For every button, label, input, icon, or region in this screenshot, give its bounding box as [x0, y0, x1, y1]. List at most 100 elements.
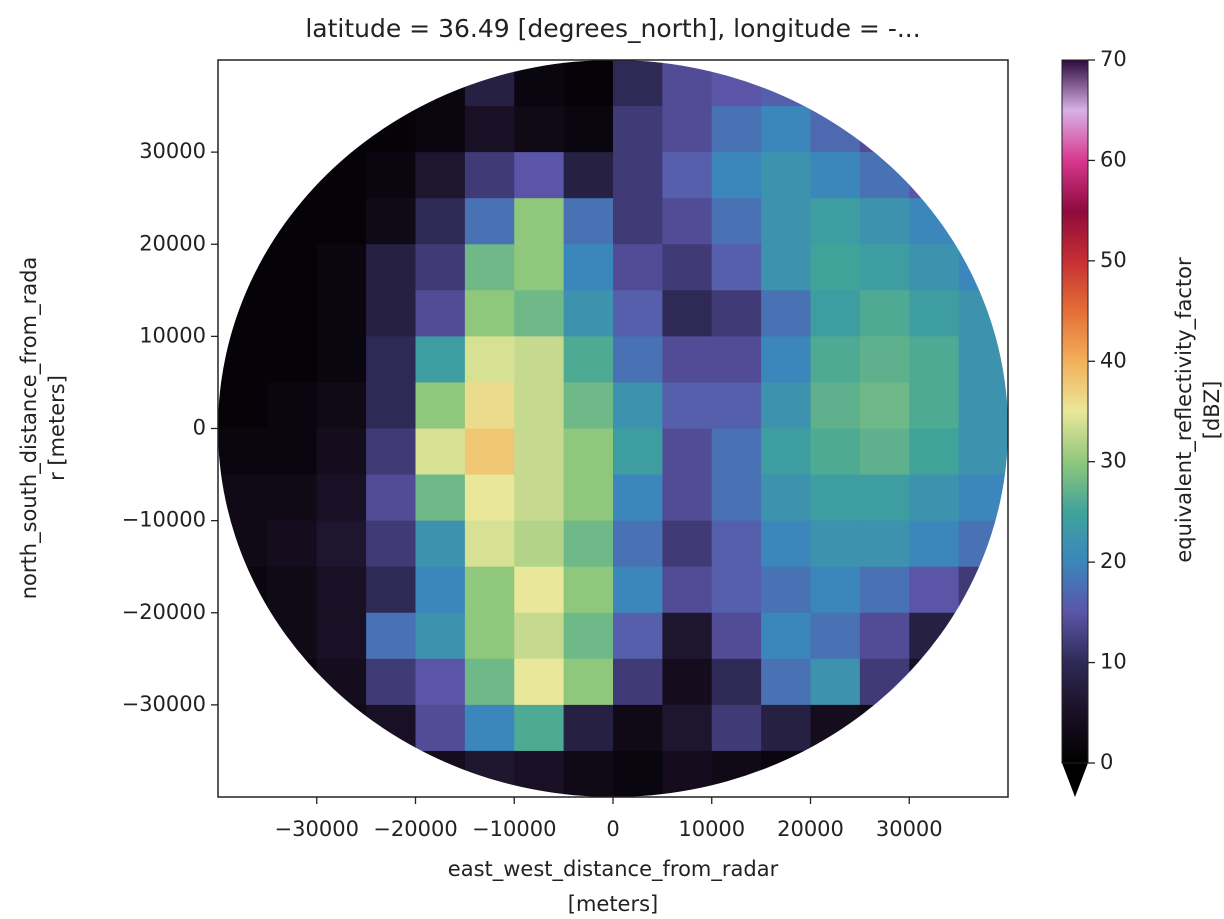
heatmap-cell	[662, 336, 712, 383]
heatmap-cell	[761, 521, 811, 568]
heatmap-cell	[860, 152, 910, 199]
heatmap-cell	[909, 429, 959, 476]
heatmap-cell	[514, 106, 564, 153]
heatmap-cell	[564, 152, 614, 199]
heatmap-cell	[811, 382, 861, 429]
heatmap-cell	[564, 60, 614, 107]
colorbar-tick-label: 20	[1100, 549, 1127, 573]
heatmap-cell	[267, 382, 317, 429]
heatmap-cell	[514, 429, 564, 476]
heatmap-cell	[465, 60, 515, 107]
colorbar-extend	[1062, 763, 1088, 797]
heatmap-cell	[465, 429, 515, 476]
heatmap-cell	[218, 382, 268, 429]
heatmap-cell	[564, 244, 614, 291]
heatmap-cell	[761, 613, 811, 660]
heatmap-cell	[909, 336, 959, 383]
x-tick-label: 0	[606, 817, 619, 841]
colorbar-label: equivalent_reflectivity_factor	[1172, 257, 1197, 563]
heatmap-cell	[416, 198, 466, 245]
heatmap-cell	[662, 198, 712, 245]
heatmap-cell	[564, 613, 614, 660]
heatmap-cell	[317, 429, 367, 476]
heatmap-cell	[218, 475, 268, 522]
heatmap-cell	[317, 659, 367, 706]
heatmap-cell	[959, 429, 1009, 476]
heatmap-cell	[267, 475, 317, 522]
heatmap-cell	[909, 659, 959, 706]
heatmap-cell	[662, 567, 712, 614]
heatmap-cell	[317, 613, 367, 660]
heatmap-cell	[712, 613, 762, 660]
heatmap-cell	[909, 198, 959, 245]
heatmap-cell	[662, 659, 712, 706]
heatmap-cell	[317, 290, 367, 337]
colorbar-tick-label: 50	[1100, 248, 1127, 272]
heatmap-cell	[317, 152, 367, 199]
heatmap-cell	[613, 751, 663, 798]
heatmap-cell	[909, 521, 959, 568]
heatmap-cell	[613, 659, 663, 706]
heatmap-cell	[514, 290, 564, 337]
colorbar-tick-label: 10	[1100, 650, 1127, 674]
x-tick-label: 10000	[678, 817, 745, 841]
heatmap-cell	[514, 198, 564, 245]
heatmap-cell	[267, 244, 317, 291]
heatmap-cell	[712, 751, 762, 798]
heatmap-cell	[860, 106, 910, 153]
colorbar-label: [dBZ]	[1200, 381, 1224, 440]
heatmap-cell	[712, 659, 762, 706]
heatmap-cell	[712, 475, 762, 522]
heatmap-cell	[317, 382, 367, 429]
heatmap-cell	[613, 106, 663, 153]
heatmap-cell	[811, 659, 861, 706]
heatmap-cell	[811, 429, 861, 476]
heatmap-cell	[959, 521, 1009, 568]
heatmap-cell	[218, 567, 268, 614]
heatmap-cell	[564, 475, 614, 522]
heatmap-cell	[267, 613, 317, 660]
heatmap-cell	[860, 613, 910, 660]
heatmap-cell	[662, 475, 712, 522]
heatmap-cell	[860, 244, 910, 291]
heatmap-cell	[712, 567, 762, 614]
heatmap-cell	[860, 336, 910, 383]
heatmap-cell	[959, 336, 1009, 383]
heatmap-cell	[366, 521, 416, 568]
heatmap-cell	[267, 198, 317, 245]
heatmap-cell	[366, 244, 416, 291]
heatmap-cell	[366, 705, 416, 752]
heatmap-cell	[712, 705, 762, 752]
heatmap-cell	[564, 659, 614, 706]
heatmap-cell	[662, 429, 712, 476]
chart: latitude = 36.49 [degrees_north], longit…	[0, 0, 1224, 919]
heatmap-cell	[366, 567, 416, 614]
heatmap-cell	[317, 244, 367, 291]
heatmap-cell	[860, 429, 910, 476]
heatmap-cell	[465, 336, 515, 383]
heatmap-cell	[514, 613, 564, 660]
chart-title: latitude = 36.49 [degrees_north], longit…	[305, 14, 920, 43]
heatmap-cell	[662, 152, 712, 199]
heatmap-cell	[416, 290, 466, 337]
heatmap-cell	[416, 152, 466, 199]
heatmap-cell	[416, 60, 466, 107]
heatmap-cell	[909, 290, 959, 337]
heatmap-cell	[416, 521, 466, 568]
heatmap-cell	[267, 567, 317, 614]
heatmap-cell	[712, 106, 762, 153]
heatmap-cell	[909, 567, 959, 614]
heatmap-cell	[662, 613, 712, 660]
heatmap-cell	[564, 198, 614, 245]
heatmap-cell	[959, 290, 1009, 337]
heatmap-cell	[514, 60, 564, 107]
heatmap-cell	[416, 429, 466, 476]
heatmap-cell	[761, 152, 811, 199]
heatmap-cell	[564, 336, 614, 383]
heatmap-cell	[811, 244, 861, 291]
heatmap-cell	[564, 567, 614, 614]
heatmap-cell	[959, 382, 1009, 429]
heatmap-cell	[465, 244, 515, 291]
heatmap-cell	[514, 521, 564, 568]
heatmap-cell	[811, 475, 861, 522]
